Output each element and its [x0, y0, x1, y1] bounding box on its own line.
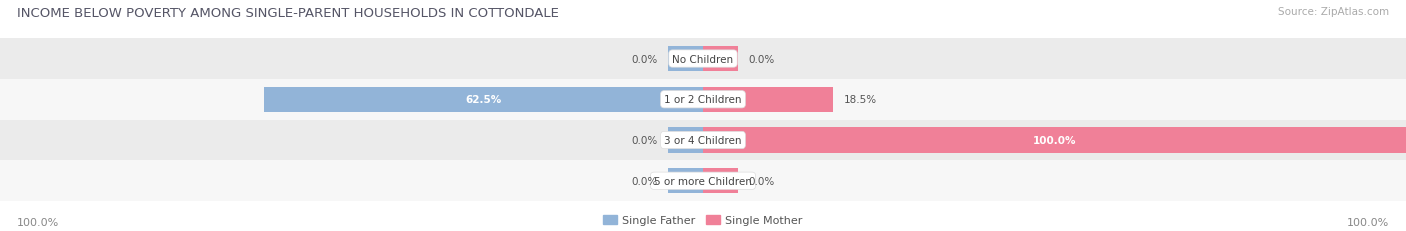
Text: INCOME BELOW POVERTY AMONG SINGLE-PARENT HOUSEHOLDS IN COTTONDALE: INCOME BELOW POVERTY AMONG SINGLE-PARENT… [17, 7, 558, 20]
Text: 0.0%: 0.0% [631, 54, 657, 64]
Bar [0, 161, 1406, 201]
Text: 0.0%: 0.0% [631, 176, 657, 186]
Text: Source: ZipAtlas.com: Source: ZipAtlas.com [1278, 7, 1389, 17]
Text: 5 or more Children: 5 or more Children [654, 176, 752, 186]
Bar [0, 79, 1406, 120]
Bar [264, 87, 703, 112]
Bar [0, 39, 1406, 79]
Text: 1 or 2 Children: 1 or 2 Children [664, 95, 742, 105]
Bar [703, 128, 1406, 153]
Bar [668, 128, 703, 153]
Text: 100.0%: 100.0% [1347, 217, 1389, 227]
Text: 0.0%: 0.0% [631, 135, 657, 145]
Bar [0, 120, 1406, 161]
Text: 100.0%: 100.0% [17, 217, 59, 227]
Legend: Single Father, Single Mother: Single Father, Single Mother [603, 215, 803, 225]
Text: 18.5%: 18.5% [844, 95, 877, 105]
Bar [703, 87, 832, 112]
Text: 100.0%: 100.0% [1033, 135, 1076, 145]
Text: 3 or 4 Children: 3 or 4 Children [664, 135, 742, 145]
Text: No Children: No Children [672, 54, 734, 64]
Text: 0.0%: 0.0% [749, 54, 775, 64]
Bar [668, 168, 703, 194]
Text: 62.5%: 62.5% [465, 95, 502, 105]
Bar [703, 47, 738, 72]
Bar [668, 47, 703, 72]
Bar [703, 168, 738, 194]
Text: 0.0%: 0.0% [749, 176, 775, 186]
